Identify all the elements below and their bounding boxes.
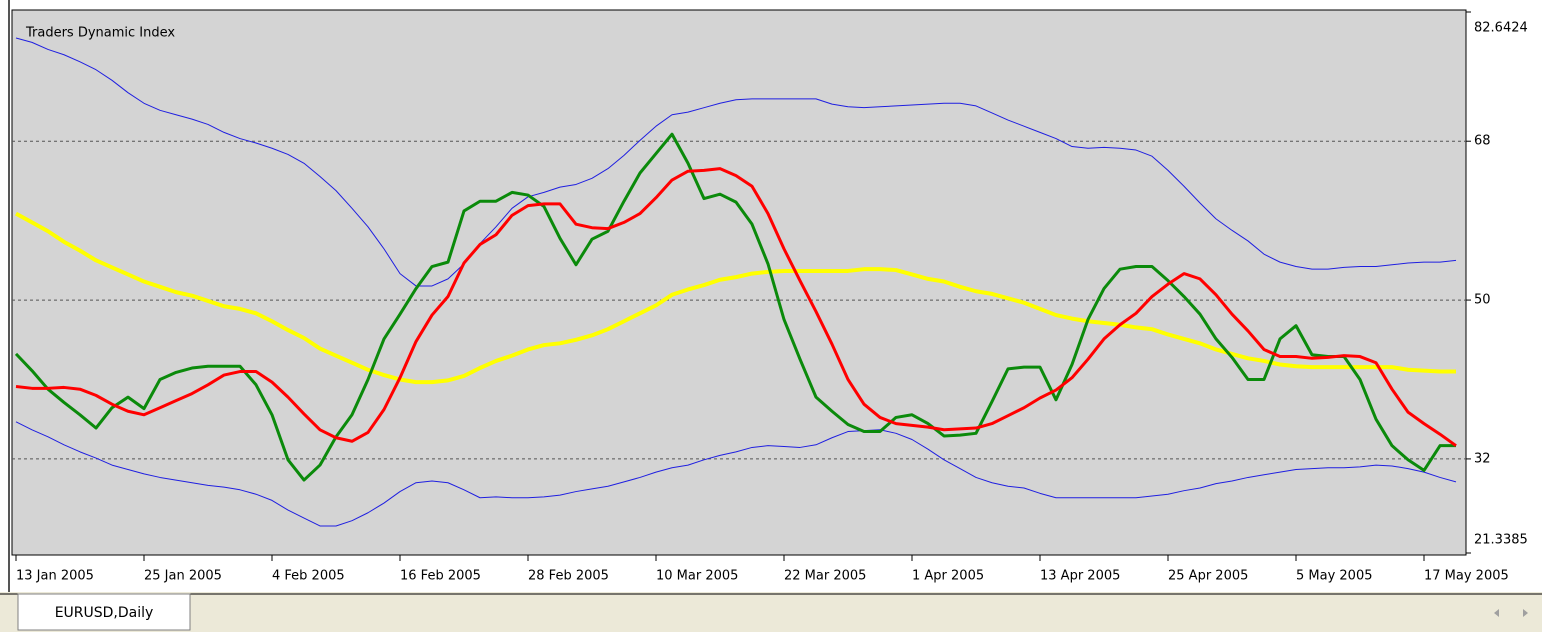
y-tick-label: 68 [1474,134,1491,149]
chart-title: Traders Dynamic Index [25,26,175,41]
y-tick-label: 82.6424 [1474,21,1528,36]
y-tick-label: 21.3385 [1474,533,1528,548]
scroll-right[interactable] [1523,609,1528,617]
series-line [15,421,1457,527]
x-tick-label: 22 Mar 2005 [784,569,866,584]
x-tick-label: 16 Feb 2005 [400,569,481,584]
x-tick-label: 10 Mar 2005 [656,569,738,584]
y-tick-label: 50 [1474,293,1491,308]
symbol-tab-label[interactable]: EURUSD,Daily [55,605,154,621]
series-line [15,211,1456,385]
y-tick-label: 32 [1474,451,1491,466]
x-tick-label: 28 Feb 2005 [528,569,609,584]
x-tick-label: 17 May 2005 [1424,569,1509,584]
series-line [14,132,1456,482]
tab-bar [0,592,1542,632]
x-tick-label: 5 May 2005 [1296,569,1373,584]
x-tick-label: 25 Apr 2005 [1168,569,1248,584]
plot-area [11,9,1467,556]
x-tick-label: 4 Feb 2005 [272,569,345,584]
series-lines [14,37,1457,527]
x-tick-label: 13 Jan 2005 [16,569,94,584]
series-line [15,37,1457,287]
series-line [15,167,1457,447]
symbol-tab[interactable] [17,593,191,631]
x-tick-label: 13 Apr 2005 [1040,569,1120,584]
x-tick-label: 1 Apr 2005 [912,569,984,584]
x-tick-label: 25 Jan 2005 [144,569,222,584]
axes: 21.3385 32 50 68 82.6424 13 Jan 2005 25 Jan 20… [15,11,1528,584]
scroll-left[interactable] [1494,609,1499,617]
grid [12,140,1466,460]
